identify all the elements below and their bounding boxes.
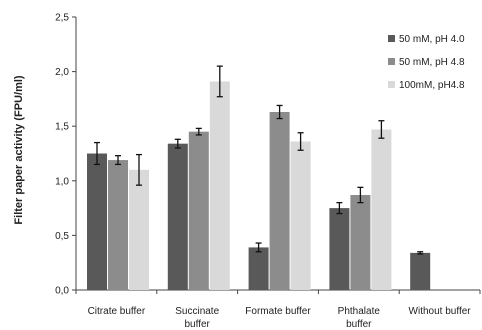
category-label: Citrate buffer <box>88 306 146 317</box>
category-label-line: Without buffer <box>409 306 472 317</box>
y-tick-label: 1,5 <box>55 122 69 133</box>
bar <box>269 112 290 290</box>
category-label: Formate buffer <box>245 306 311 317</box>
bar <box>209 81 230 290</box>
bar <box>108 160 128 290</box>
bar <box>129 169 149 290</box>
category-label-line: Succinate <box>175 306 219 317</box>
bar <box>188 131 209 290</box>
bar <box>410 252 431 290</box>
category-label-line: Citrate buffer <box>88 306 146 317</box>
legend-swatch <box>388 35 395 42</box>
y-tick-label: 0,0 <box>55 286 69 297</box>
bar <box>350 194 371 290</box>
legend-label: 50 mM, pH 4.8 <box>399 57 465 68</box>
bar <box>167 143 188 290</box>
y-axis-title: Filter paper activity (FPU/ml) <box>13 75 25 224</box>
category-label: Without buffer <box>409 306 472 317</box>
legend: 50 mM, pH 4.0 50 mM, pH 4.8 100mM, pH4.8 <box>388 34 465 91</box>
bar <box>87 153 107 290</box>
bar <box>248 247 269 290</box>
y-tick-label: 2,0 <box>55 67 69 78</box>
category-label: Phthalate buffer <box>338 306 381 330</box>
y-tick-label: 1,0 <box>55 176 69 187</box>
legend-label: 100mM, pH4.8 <box>399 80 465 91</box>
bars <box>87 81 431 290</box>
y-tick-label: 2,5 <box>55 13 69 24</box>
category-label-line: Phthalate <box>338 306 381 317</box>
category-label-line: Formate buffer <box>245 306 311 317</box>
bar <box>290 141 311 290</box>
y-tick-labels: 0,0 0,5 1,0 1,5 2,0 2,5 <box>55 13 69 297</box>
category-label-line: buffer <box>185 319 211 330</box>
y-tick-label: 0,5 <box>55 231 69 242</box>
category-label: Succinate buffer <box>175 306 219 330</box>
category-labels: Citrate buffer Succinate buffer Formate buf… <box>88 306 472 330</box>
legend-swatch <box>388 81 395 88</box>
bar <box>329 208 350 290</box>
bar <box>371 129 392 290</box>
category-label-line: buffer <box>346 319 372 330</box>
error-bars <box>94 65 424 255</box>
legend-swatch <box>388 58 395 65</box>
legend-label: 50 mM, pH 4.0 <box>399 34 465 45</box>
